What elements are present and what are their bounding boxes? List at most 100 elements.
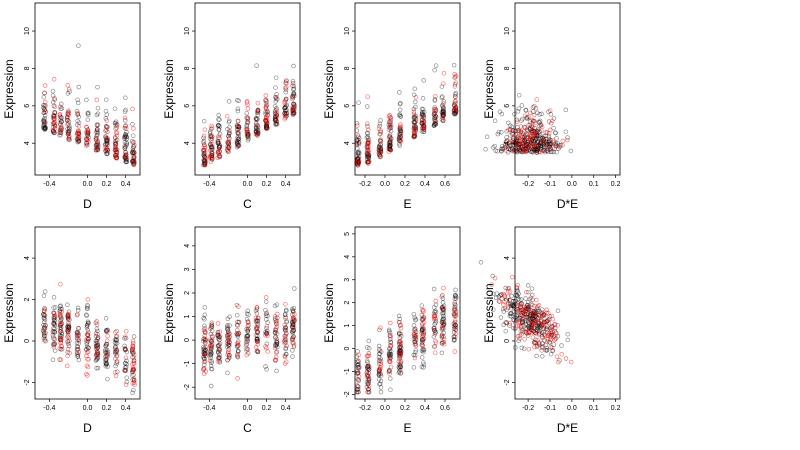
data-point <box>41 335 47 341</box>
data-point <box>103 354 109 359</box>
data-point <box>95 345 100 351</box>
data-point <box>264 114 269 119</box>
data-point <box>541 147 546 153</box>
y-tick-label: 3 <box>184 267 191 271</box>
data-point <box>532 144 537 149</box>
data-point <box>530 125 535 130</box>
x-tick-label: -0.4 <box>43 405 55 412</box>
data-point <box>386 127 392 132</box>
data-point <box>75 311 80 317</box>
data-point <box>413 104 418 110</box>
data-point <box>453 303 458 308</box>
data-point <box>209 141 215 147</box>
data-point <box>290 96 295 102</box>
data-point <box>201 135 206 141</box>
data-point <box>255 110 261 115</box>
x-tick-label: -0.4 <box>203 181 215 188</box>
data-point <box>208 355 213 361</box>
data-point <box>545 148 550 153</box>
data-point <box>540 135 545 141</box>
data-point <box>439 332 445 337</box>
data-point <box>95 122 101 128</box>
data-point <box>519 133 525 139</box>
data-point <box>397 316 402 322</box>
data-point <box>283 333 288 339</box>
data-point <box>542 149 548 155</box>
data-point <box>530 136 535 142</box>
data-point <box>283 114 289 119</box>
data-point <box>521 124 527 130</box>
data-point <box>42 124 48 130</box>
data-point <box>365 124 370 129</box>
data-point <box>254 116 259 121</box>
data-point <box>411 109 417 115</box>
data-point <box>226 343 231 348</box>
data-point <box>413 117 419 122</box>
data-point <box>42 103 47 108</box>
data-point <box>65 112 71 117</box>
data-point <box>203 155 208 161</box>
y-tick-label: 6 <box>184 104 191 108</box>
data-point <box>421 362 427 367</box>
data-point <box>273 99 279 104</box>
data-point <box>234 138 240 144</box>
data-point <box>533 106 539 111</box>
data-point <box>94 129 99 135</box>
data-point <box>537 129 542 135</box>
data-point <box>529 129 534 135</box>
data-point <box>84 363 90 368</box>
data-point <box>377 152 383 157</box>
data-point <box>453 105 459 110</box>
x-tick-label: -0.2 <box>522 405 534 412</box>
data-point <box>245 320 251 325</box>
data-point <box>560 138 566 144</box>
x-tick-label: 0.4 <box>121 181 131 188</box>
data-point <box>431 106 437 112</box>
data-point <box>283 96 289 102</box>
data-point <box>264 123 269 129</box>
x-axis-label: D <box>83 421 92 435</box>
data-point <box>538 147 544 153</box>
y-tick-label: 1 <box>344 324 351 328</box>
data-point <box>284 308 289 314</box>
data-point <box>518 124 524 129</box>
data-point <box>59 101 64 107</box>
data-point <box>235 131 241 136</box>
data-point <box>95 335 101 340</box>
data-point <box>227 323 232 328</box>
data-point <box>263 313 269 318</box>
data-point <box>273 116 278 122</box>
y-tick-label: 4 <box>24 256 31 260</box>
data-point <box>66 329 71 334</box>
data-point <box>255 318 260 324</box>
data-point <box>113 330 118 335</box>
data-point <box>254 126 259 131</box>
data-point <box>433 113 438 119</box>
data-point <box>86 112 91 117</box>
data-point <box>66 309 72 315</box>
data-point <box>283 87 289 92</box>
data-point <box>113 149 119 154</box>
data-point <box>246 326 251 332</box>
data-point <box>537 112 542 117</box>
data-point <box>67 317 72 322</box>
data-point <box>113 341 119 346</box>
data-point <box>387 119 392 124</box>
data-point <box>521 129 527 134</box>
data-point <box>419 337 425 343</box>
data-point <box>290 316 296 322</box>
data-point <box>534 129 540 134</box>
x-tick-label: 0.6 <box>440 181 450 188</box>
data-point <box>244 98 250 104</box>
data-point <box>531 150 536 155</box>
data-point <box>440 108 446 114</box>
data-point <box>52 97 57 102</box>
data-point <box>387 333 393 339</box>
data-point <box>112 147 118 153</box>
data-point <box>216 117 221 122</box>
data-point <box>123 126 129 131</box>
data-point <box>272 108 278 114</box>
data-point <box>355 150 361 155</box>
data-point <box>227 125 232 130</box>
